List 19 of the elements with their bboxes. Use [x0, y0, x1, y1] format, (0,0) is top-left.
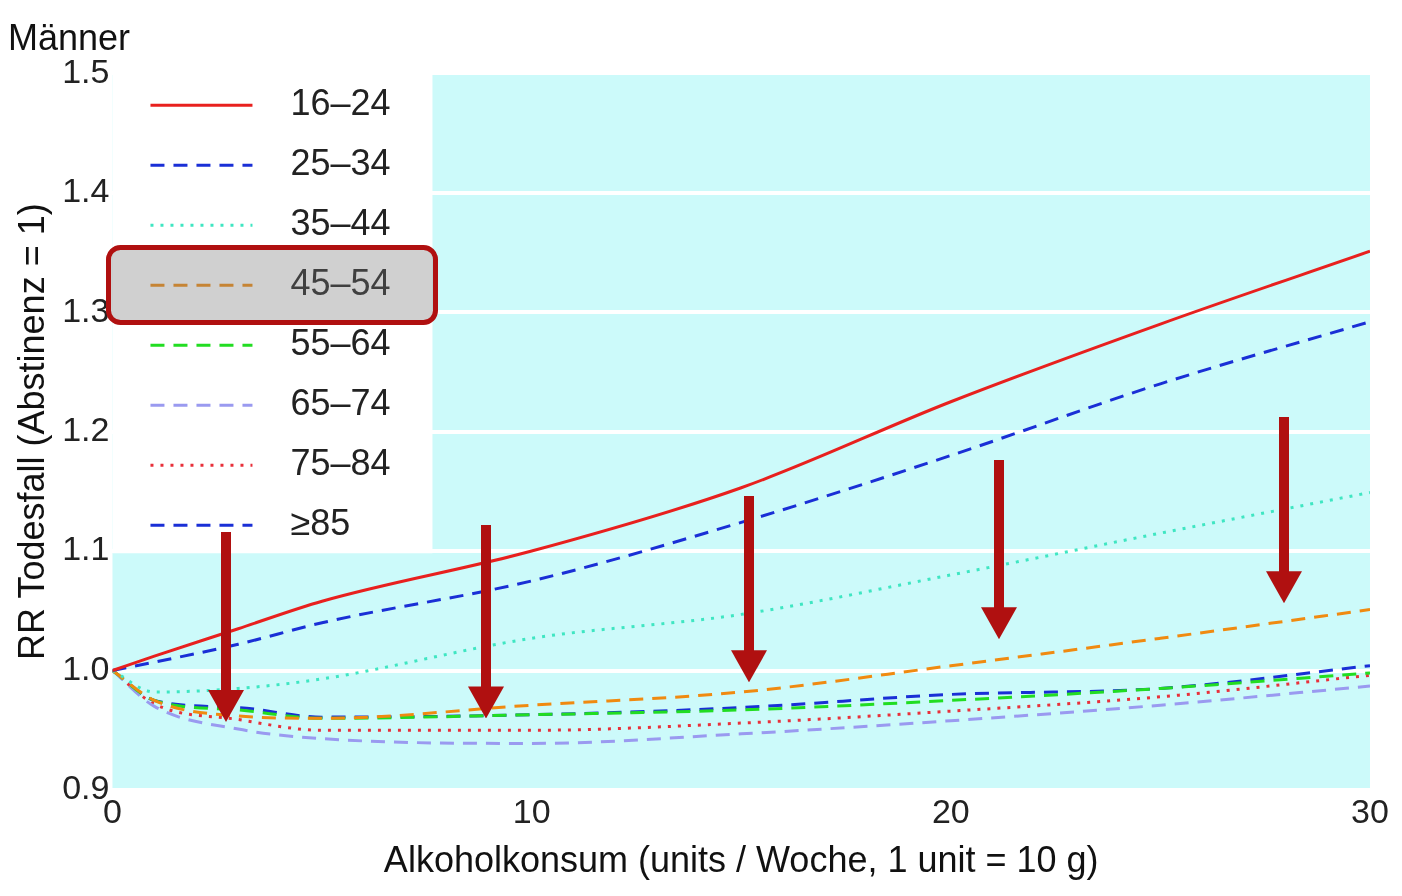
- y-axis-title: RR Todesfall (Abstinenz = 1): [10, 203, 52, 660]
- y-tick-label: 1.3: [62, 290, 110, 329]
- x-tick-label: 30: [1351, 791, 1389, 830]
- y-tick-label: 1.2: [62, 409, 110, 448]
- legend-label: 16–24: [290, 82, 391, 124]
- legend-label: 35–44: [290, 202, 391, 244]
- y-tick-label: 1.0: [62, 648, 110, 687]
- legend-label: 25–34: [290, 142, 391, 184]
- legend-label: 65–74: [290, 382, 391, 424]
- legend-label: 75–84: [290, 442, 391, 484]
- x-tick-label: 10: [512, 791, 551, 830]
- x-tick-label: 20: [931, 791, 970, 830]
- y-tick-label: 1.1: [62, 529, 110, 568]
- legend-label: 55–64: [290, 322, 391, 364]
- x-axis-title: Alkoholkonsum (units / Woche, 1 unit = 10 g): [383, 839, 1099, 881]
- legend-label: ≥85: [290, 502, 351, 544]
- legend-label: 45–54: [290, 262, 391, 304]
- y-tick-label: 1.4: [62, 171, 110, 210]
- line-series: [112, 491, 1370, 694]
